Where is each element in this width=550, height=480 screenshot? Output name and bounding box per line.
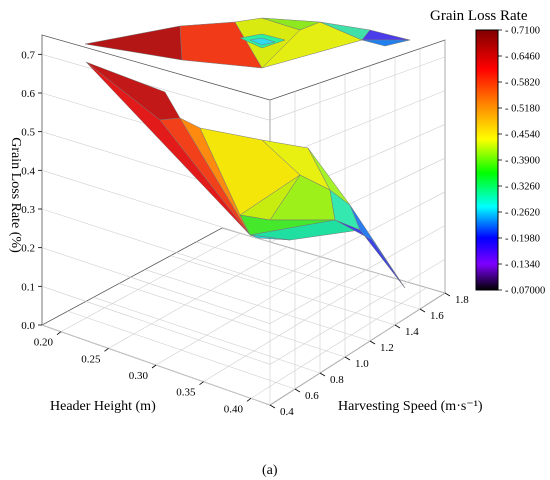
upper-facet-9 — [361, 29, 411, 41]
y-axis-label: Harvesting Speed (m·s⁻¹) — [338, 399, 483, 414]
x-grid-floor — [155, 260, 334, 366]
y-grid-floor — [144, 269, 371, 342]
z-tick-label: 0.5 — [21, 127, 35, 139]
z-grid-left — [41, 247, 271, 324]
z-tick-label: 0.4 — [21, 165, 35, 177]
x-tick-mark — [151, 364, 157, 369]
z-grid-right — [269, 56, 446, 121]
x-tick-label: 0.35 — [176, 387, 196, 399]
colorbar-tick-label: - 0.4540 — [505, 130, 540, 141]
y-tick-mark — [369, 340, 376, 345]
axis-ticks: 0.0 0.1 0.2 0.3 0.4 0.5 0.6 0.7 0.20 0.25 0.30 0.35… — [21, 49, 469, 418]
z-axis-label: Grain Loss Rate (%) — [8, 137, 23, 253]
y-tick-label: 1.8 — [455, 294, 469, 306]
y-tick-mark — [444, 292, 451, 297]
y-tick-mark — [344, 356, 351, 361]
x-tick-mark — [246, 398, 252, 402]
y-grid-floor — [221, 227, 446, 294]
colorbar-tick-label: - 0.5180 — [505, 104, 540, 115]
y-tick-label: 1.0 — [355, 358, 369, 370]
lower-facet-15 — [307, 147, 351, 206]
z-grid-left — [41, 286, 271, 365]
x-tick-mark — [104, 348, 109, 352]
y-tick-label: 0.4 — [280, 406, 294, 418]
x-tick-mark — [199, 381, 204, 385]
z-tick-label: 0.7 — [21, 49, 35, 61]
x-tick-label: 0.40 — [224, 403, 244, 415]
y-grid-floor — [170, 255, 396, 326]
y-tick-mark — [419, 308, 426, 313]
y-grid-floor — [93, 297, 321, 374]
upper-facet-10 — [361, 39, 411, 47]
y-tick-mark — [294, 388, 301, 393]
y-grid-floor — [119, 283, 346, 358]
z-grid-left — [41, 208, 271, 284]
colorbar-tick-label: - 0.1340 — [505, 260, 540, 271]
z-tick-label: 0.6 — [21, 88, 35, 100]
colorbar-tick-label: - 0.7100 — [505, 26, 540, 37]
z-tick-label: 0.0 — [21, 320, 35, 332]
colorbar: Grain Loss Rate - 0.7100 - 0.6460 - 0.5820… — [430, 8, 545, 297]
z-grid-left — [41, 170, 271, 243]
z-grid-right — [269, 191, 446, 284]
colorbar-tick-label: - 0.1980 — [505, 234, 540, 245]
z-tick-label: 0.1 — [21, 281, 35, 293]
surface-upper — [84, 17, 411, 69]
colorbar-tick-label: - 0.3900 — [505, 156, 540, 167]
y-tick-label: 1.6 — [430, 310, 444, 322]
x-tick-label: 0.20 — [34, 337, 54, 349]
x-grid-floor — [203, 273, 381, 382]
x-grid-floor — [108, 246, 288, 349]
lower-facet-11 — [249, 234, 291, 241]
colorbar-tick-label: - 0.3260 — [505, 182, 540, 193]
axis-walls — [41, 34, 446, 406]
y-tick-mark — [394, 324, 401, 329]
z-grid-right — [269, 259, 446, 365]
z-tick-label: 0.3 — [21, 204, 35, 216]
y-grid-floor — [196, 241, 421, 310]
y-tick-label: 1.2 — [380, 342, 394, 354]
colorbar-strip — [475, 29, 499, 291]
upper-facet-7 — [249, 37, 276, 46]
colorbar-tick-label: - 0.5820 — [505, 78, 540, 89]
y-tick-mark — [269, 404, 276, 409]
colorbar-tick-label: - 0.6460 — [505, 52, 540, 63]
panel-label: (a) — [262, 463, 278, 478]
x-grid-floor — [60, 233, 241, 332]
colorbar-ticks: - 0.7100 - 0.6460 - 0.5820 - 0.5180 - 0.4540… — [498, 26, 545, 297]
colorbar-tick-label: - 0.07000 — [505, 286, 545, 297]
x-tick-label: 0.25 — [81, 353, 101, 365]
y-tick-label: 0.8 — [330, 374, 344, 386]
x-tick-mark — [56, 331, 62, 335]
y-tick-label: 0.6 — [305, 390, 319, 402]
y-grid-floor — [67, 310, 296, 390]
colorbar-tick-label: - 0.2620 — [505, 208, 540, 219]
x-axis-label: Header Height (m) — [50, 399, 156, 414]
colorbar-title: Grain Loss Rate — [430, 8, 528, 24]
x-grid-floor — [250, 287, 427, 399]
z-grid-right — [269, 225, 446, 324]
z-grid-right — [269, 292, 446, 406]
grid-lines — [41, 40, 446, 406]
z-grid-left — [41, 54, 271, 121]
z-tick-label: 0.2 — [21, 243, 35, 255]
surface-lower — [85, 61, 406, 289]
lower-facet-14 — [334, 219, 406, 289]
x-tick-label: 0.30 — [129, 370, 149, 382]
y-tick-label: 1.4 — [405, 326, 419, 338]
y-tick-mark — [319, 372, 326, 377]
